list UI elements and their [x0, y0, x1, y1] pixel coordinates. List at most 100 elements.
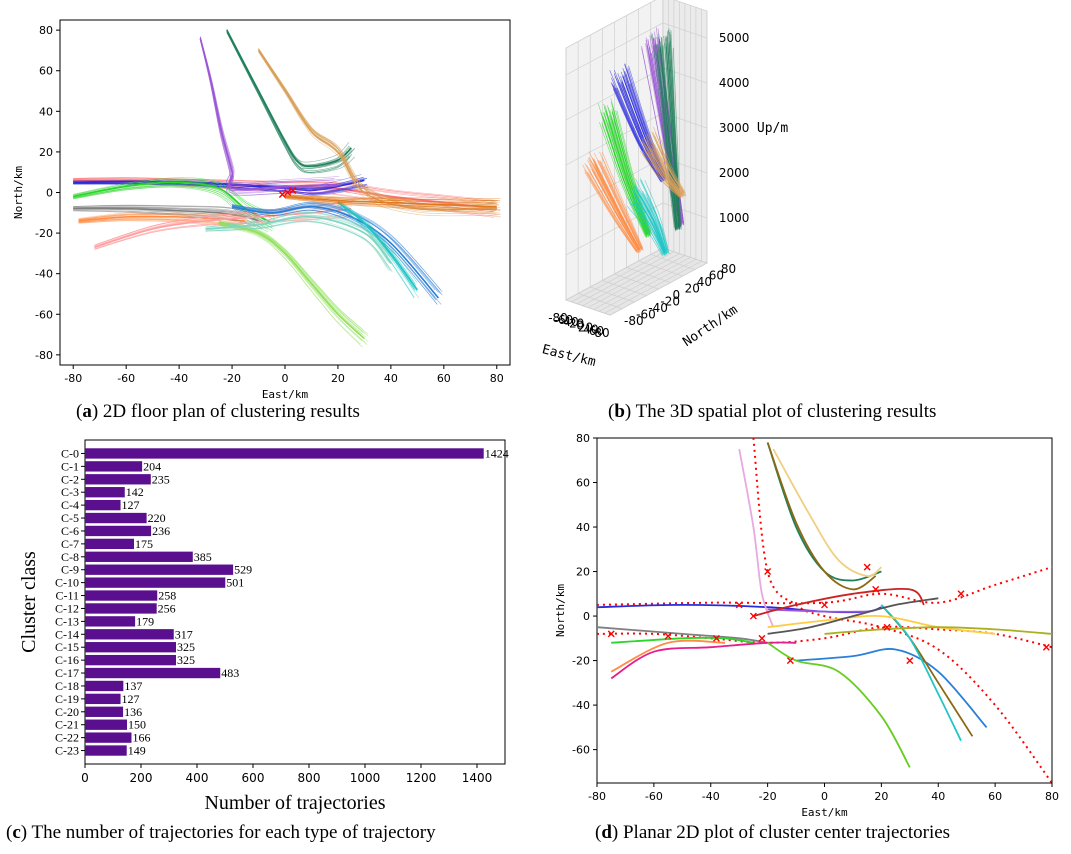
y-tick-label: 60	[576, 477, 590, 490]
bar-value-label: 127	[122, 692, 140, 706]
bar	[85, 448, 484, 459]
category-label: C-20	[55, 705, 79, 719]
bar	[85, 693, 121, 705]
trajectory-3d-line	[603, 165, 644, 251]
y-tick-label: 80	[39, 24, 53, 37]
caption-b-text: The 3D spatial plot of clustering result…	[635, 401, 937, 422]
bar-value-label: 236	[152, 524, 170, 538]
bar-value-label: 179	[136, 614, 154, 628]
center-trajectory-line	[766, 442, 877, 591]
y-axis-title: Cluster class	[18, 551, 40, 653]
y-tick-label: -60	[35, 308, 53, 321]
trajectory-main-line	[337, 201, 419, 291]
trajectory-3d-line	[602, 124, 648, 238]
caption-c-text: The number of trajectories for each type…	[31, 822, 436, 843]
trajectory-line	[337, 200, 416, 284]
category-label: C-12	[55, 601, 79, 615]
x-tick-label: 1400	[462, 771, 493, 785]
trajectory-line	[73, 177, 274, 215]
trajectory-3d-line	[615, 110, 652, 235]
x-tick-label: -80	[588, 790, 606, 803]
trajectory-3d-line	[597, 103, 646, 234]
center-trajectory-line	[611, 636, 754, 644]
center-trajectory-line	[597, 625, 1052, 649]
bar	[85, 629, 174, 640]
bar	[85, 512, 147, 524]
caption-a-text: 2D floor plan of clustering results	[102, 401, 360, 422]
center-trajectory-line	[824, 626, 1052, 635]
center-trajectory-line	[767, 614, 996, 635]
y-tick-label: -20	[35, 227, 53, 240]
category-label: C-7	[61, 537, 79, 551]
trajectory-line	[73, 178, 275, 218]
x-tick-label: 40	[931, 790, 945, 803]
panel-a-plot: -80 -60 -40 -20 0 20 40 60 80 -80 -60 -40 -20 0 20 40 60…	[12, 19, 511, 400]
trajectory-3d-line	[599, 160, 643, 250]
category-label: C-8	[61, 550, 79, 564]
y-tick-label: 60	[39, 65, 53, 78]
center-trajectory-line	[767, 608, 868, 613]
cross-marker	[764, 568, 772, 576]
center-trajectory-line	[796, 648, 988, 728]
trajectory-3d-line	[654, 132, 685, 193]
trajectory-3d-line	[597, 160, 642, 250]
trajectory-line	[284, 197, 501, 210]
trajectory-3d-line	[589, 171, 639, 253]
trajectory-line	[337, 200, 418, 283]
trajectory-3d-line	[665, 35, 680, 228]
category-label: C-17	[55, 666, 79, 680]
bar	[85, 719, 127, 730]
east-tick-label: -40	[559, 315, 579, 329]
up-tick-label: 2000	[719, 166, 750, 180]
cross-marker	[906, 657, 914, 665]
bar-value-label: 166	[132, 731, 150, 745]
bar-value-label: 204	[143, 459, 161, 473]
trajectory-3d-line	[599, 122, 647, 238]
center-trajectory-line	[610, 641, 797, 680]
trajectory-line	[337, 201, 417, 287]
trajectory-3d-line	[641, 192, 668, 254]
x-axis-title: East/km	[801, 806, 848, 819]
trajectory-line	[78, 217, 249, 224]
trajectory-3d-line	[610, 102, 651, 233]
bar-value-label: 175	[135, 537, 153, 551]
trajectory-3d-line	[630, 187, 665, 253]
bar	[85, 667, 221, 679]
bar-value-label: 150	[128, 718, 146, 732]
bar-value-label: 136	[124, 705, 142, 719]
trajectory-3d-line	[607, 122, 650, 238]
y-tick-label: 20	[576, 566, 590, 579]
y-tick-label: 20	[39, 146, 53, 159]
grid-line	[614, 21, 659, 290]
trajectory-3d-line	[644, 180, 669, 251]
x-tick-label: 80	[490, 372, 504, 385]
x-tick-label: 1000	[350, 771, 381, 785]
cross-marker	[284, 189, 292, 196]
plot-area	[73, 28, 501, 348]
y-tick-label: 0	[583, 610, 590, 623]
cross-marker	[664, 632, 672, 640]
trajectory-3d-line	[657, 43, 677, 230]
bar	[85, 461, 143, 472]
bar-value-label: 258	[158, 589, 176, 603]
trajectory-3d-line	[646, 133, 682, 194]
bar-value-label: 137	[124, 679, 142, 693]
cross-marker	[278, 191, 286, 199]
east-tick-label: -60	[554, 313, 574, 327]
cross-marker	[607, 630, 615, 638]
north-tick-label: -80	[624, 314, 644, 328]
trajectory-main-line	[231, 205, 440, 299]
x-tick-label: 200	[130, 771, 153, 785]
bar-value-label: 325	[177, 653, 195, 667]
x-tick-label: -40	[170, 372, 188, 385]
trajectory-line	[205, 215, 394, 262]
x-tick-label: 20	[874, 790, 888, 803]
x-tick-label: -80	[64, 372, 82, 385]
category-label: C-19	[55, 692, 79, 706]
trajectory-line	[284, 198, 497, 214]
plot-frame	[596, 437, 1053, 784]
trajectory-3d-line	[669, 34, 681, 227]
y-tick-label: 40	[576, 521, 590, 534]
center-trajectory-line	[752, 438, 1052, 783]
cross-marker	[872, 585, 880, 593]
